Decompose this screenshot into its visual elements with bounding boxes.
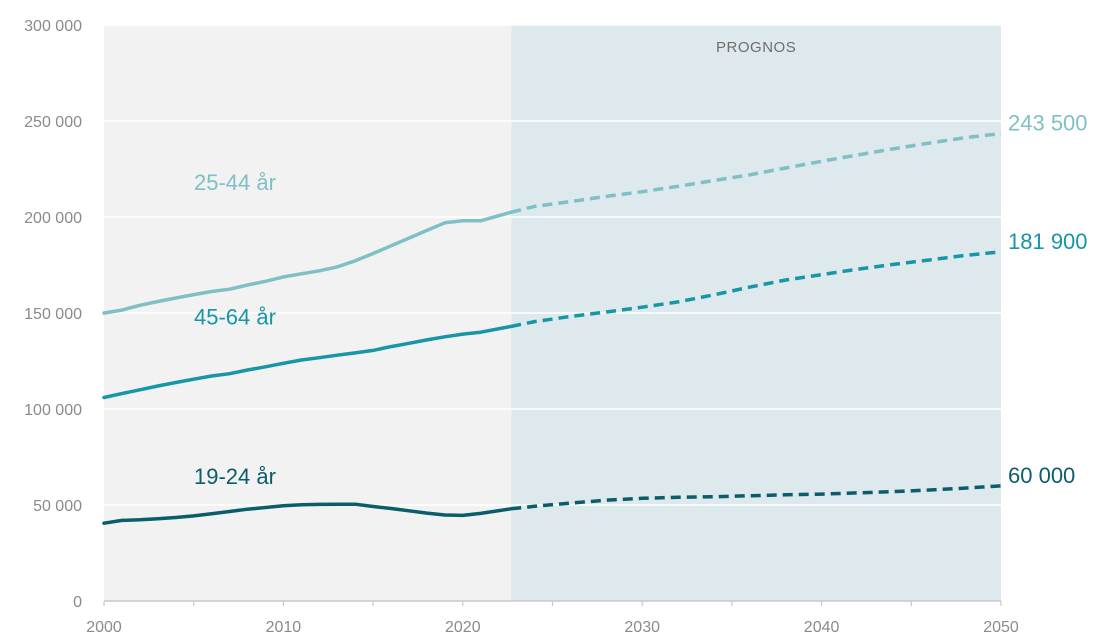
y-axis-ticks: 0 50 000 100 000 150 000 200 000 250 000 300 0… (24, 18, 82, 611)
series-line-historical (102, 324, 513, 400)
series-end-value-label: 243 500 (1008, 110, 1088, 135)
x-tick-label: 2020 (445, 619, 481, 636)
x-axis-ticks: 2000 2010 2020 2030 2040 2050 (86, 601, 1019, 636)
series-labels: 25-44 år 243 500 45-64 år 181 900 19-24 år 60… (194, 110, 1088, 488)
y-tick-label: 200 000 (24, 210, 82, 227)
y-tick-label: 50 000 (33, 498, 82, 515)
x-tick-label: 2000 (86, 619, 122, 636)
y-tick-label: 150 000 (24, 306, 82, 323)
x-tick-label: 2010 (266, 619, 302, 636)
forecast-label: PROGNOS (716, 39, 796, 56)
x-tick-label: 2040 (804, 619, 840, 636)
series-lines (102, 131, 1002, 525)
series-end-value-label: 60 000 (1008, 463, 1075, 488)
series-name-label: 25-44 år (194, 170, 276, 195)
y-tick-label: 0 (73, 594, 82, 611)
series-line-forecast (510, 131, 1002, 214)
series-line-historical (102, 210, 513, 315)
series-line-forecast (511, 484, 1002, 511)
y-tick-label: 100 000 (24, 402, 82, 419)
series-line-historical (102, 502, 513, 525)
series-name-label: 19-24 år (194, 464, 276, 489)
series-end-value-label: 181 900 (1008, 229, 1088, 254)
series-name-label: 45-64 år (194, 305, 276, 330)
y-tick-label: 300 000 (24, 18, 82, 35)
x-tick-label: 2030 (624, 619, 660, 636)
y-tick-label: 250 000 (24, 114, 82, 131)
series-line-forecast (510, 250, 1002, 329)
x-tick-label: 2050 (983, 619, 1019, 636)
